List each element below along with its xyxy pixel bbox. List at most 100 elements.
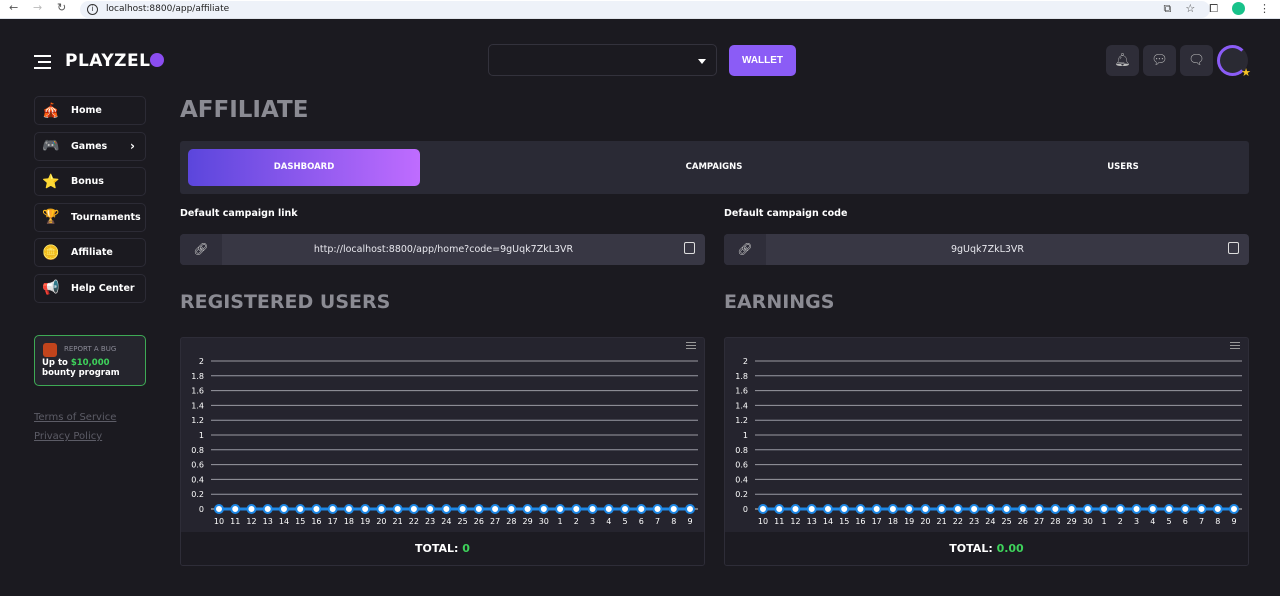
terms-link[interactable]: Terms of Service bbox=[34, 412, 117, 423]
data-point[interactable] bbox=[392, 504, 403, 514]
data-point[interactable] bbox=[636, 504, 647, 514]
data-point[interactable] bbox=[376, 504, 387, 514]
data-point[interactable] bbox=[855, 504, 866, 514]
bell-icon[interactable]: 🔔︎ bbox=[1106, 45, 1139, 76]
data-point[interactable] bbox=[230, 504, 241, 514]
campaign-link-value[interactable]: http://localhost:8800/app/home?code=9gUq… bbox=[313, 244, 574, 255]
registered-users-title: REGISTERED USERS bbox=[180, 291, 391, 313]
data-point[interactable] bbox=[668, 504, 679, 514]
data-point[interactable] bbox=[1001, 504, 1012, 514]
data-point[interactable] bbox=[457, 504, 468, 514]
data-point[interactable] bbox=[1066, 504, 1077, 514]
data-point[interactable] bbox=[1115, 504, 1126, 514]
sidebar-item-bonus[interactable]: ⭐ Bonus bbox=[34, 167, 146, 196]
data-point[interactable] bbox=[1082, 504, 1093, 514]
sidebar-item-help-center[interactable]: 📢 Help Center bbox=[34, 273, 146, 303]
data-point[interactable] bbox=[839, 504, 850, 514]
data-point[interactable] bbox=[952, 504, 963, 514]
reload-icon[interactable]: ↻ bbox=[57, 1, 67, 14]
address-bar[interactable]: i localhost:8800/app/affiliate bbox=[80, 1, 1210, 18]
data-point[interactable] bbox=[652, 504, 663, 514]
data-point[interactable] bbox=[790, 504, 801, 514]
translate-icon[interactable]: ⧉ bbox=[1163, 2, 1172, 15]
data-point[interactable] bbox=[555, 504, 566, 514]
data-point[interactable] bbox=[774, 504, 785, 514]
data-point[interactable] bbox=[571, 504, 582, 514]
chevron-right-icon[interactable]: › bbox=[130, 139, 135, 153]
data-point[interactable] bbox=[343, 504, 354, 514]
data-point[interactable] bbox=[522, 504, 533, 514]
data-point[interactable] bbox=[473, 504, 484, 514]
data-point[interactable] bbox=[587, 504, 598, 514]
sidebar-item-affiliate[interactable]: 🪙 Affiliate bbox=[34, 238, 146, 267]
currency-select[interactable] bbox=[488, 44, 717, 76]
data-point[interactable] bbox=[278, 504, 289, 514]
info-icon[interactable]: i bbox=[87, 4, 98, 15]
data-point[interactable] bbox=[1017, 504, 1028, 514]
data-point[interactable] bbox=[969, 504, 980, 514]
chat-icon[interactable]: 💬︎ bbox=[1143, 45, 1176, 76]
data-point[interactable] bbox=[425, 504, 436, 514]
data-point[interactable] bbox=[806, 504, 817, 514]
data-point[interactable] bbox=[1131, 504, 1142, 514]
copy-icon[interactable] bbox=[684, 242, 695, 254]
data-point[interactable] bbox=[1212, 504, 1223, 514]
wallet-button[interactable]: WALLET bbox=[729, 45, 796, 76]
sidebar-item-tournaments[interactable]: 🏆 Tournaments bbox=[34, 202, 146, 232]
tab-dashboard[interactable]: DASHBOARD bbox=[188, 149, 420, 186]
data-point[interactable] bbox=[685, 504, 695, 514]
logo[interactable]: PLAYZEL bbox=[65, 51, 165, 71]
data-point[interactable] bbox=[311, 504, 322, 514]
data-point[interactable] bbox=[327, 504, 338, 514]
back-icon[interactable]: ← bbox=[9, 1, 19, 14]
data-point[interactable] bbox=[1180, 504, 1191, 514]
data-point[interactable] bbox=[506, 504, 517, 514]
data-point[interactable] bbox=[1229, 504, 1239, 514]
campaign-code-value[interactable]: 9gUqk7ZkL3VR bbox=[950, 244, 1025, 255]
data-point[interactable] bbox=[408, 504, 419, 514]
data-point[interactable] bbox=[936, 504, 947, 514]
data-point[interactable] bbox=[262, 504, 273, 514]
privacy-link[interactable]: Privacy Policy bbox=[34, 431, 103, 442]
menu-kebab-icon[interactable]: ⋮ bbox=[1259, 2, 1270, 15]
link-icon: 🔗︎ bbox=[724, 234, 766, 265]
data-point[interactable] bbox=[985, 504, 996, 514]
data-point[interactable] bbox=[620, 504, 631, 514]
data-point[interactable] bbox=[920, 504, 931, 514]
extensions-icon[interactable]: ⧠ bbox=[1209, 2, 1218, 15]
copy-icon[interactable] bbox=[1228, 242, 1239, 254]
profile-extension-icon[interactable] bbox=[1232, 2, 1245, 15]
hamburger-menu-icon[interactable] bbox=[34, 55, 51, 73]
tab-users[interactable]: USERS bbox=[1107, 162, 1139, 172]
data-point[interactable] bbox=[904, 504, 915, 514]
data-point[interactable] bbox=[871, 504, 882, 514]
data-point[interactable] bbox=[1164, 504, 1175, 514]
tab-campaigns[interactable]: CAMPAIGNS bbox=[685, 162, 743, 172]
bookmark-star-icon[interactable]: ☆ bbox=[1185, 2, 1196, 15]
data-point[interactable] bbox=[1147, 504, 1158, 514]
messages-icon[interactable]: 🗨︎ bbox=[1180, 45, 1213, 76]
data-point[interactable] bbox=[538, 504, 549, 514]
data-point[interactable] bbox=[295, 504, 306, 514]
data-point[interactable] bbox=[603, 504, 614, 514]
data-point[interactable] bbox=[887, 504, 898, 514]
chart-menu-icon[interactable] bbox=[1230, 342, 1240, 351]
data-point[interactable] bbox=[246, 504, 257, 514]
data-point[interactable] bbox=[441, 504, 452, 514]
data-point[interactable] bbox=[214, 504, 224, 514]
x-tick-label: 7 bbox=[1199, 517, 1204, 526]
data-point[interactable] bbox=[490, 504, 501, 514]
data-point[interactable] bbox=[360, 504, 371, 514]
data-point[interactable] bbox=[1196, 504, 1207, 514]
data-point[interactable] bbox=[822, 504, 833, 514]
sidebar-item-games[interactable]: 🎮 Games › bbox=[34, 131, 146, 161]
data-point[interactable] bbox=[1099, 504, 1110, 514]
report-bug-card[interactable]: REPORT A BUG Up to $10,000 bounty progra… bbox=[34, 335, 146, 386]
avatar[interactable]: ★ bbox=[1217, 45, 1251, 79]
sidebar-item-home[interactable]: 🎪 Home bbox=[34, 96, 146, 125]
data-point[interactable] bbox=[1034, 504, 1045, 514]
chart-menu-icon[interactable] bbox=[686, 342, 696, 351]
forward-icon[interactable]: → bbox=[33, 1, 43, 14]
data-point[interactable] bbox=[1050, 504, 1061, 514]
data-point[interactable] bbox=[758, 504, 768, 514]
